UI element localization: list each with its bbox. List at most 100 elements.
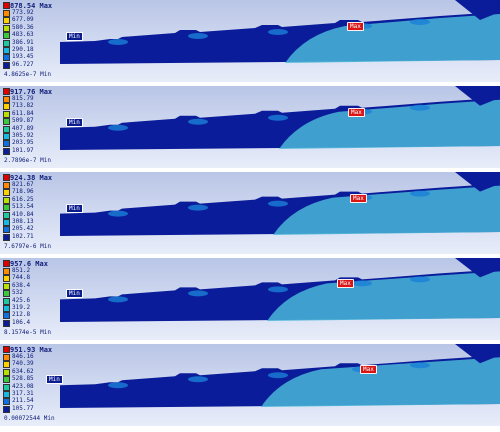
contour-highlight <box>352 280 372 287</box>
legend-swatch <box>3 147 10 155</box>
legend-swatch <box>3 290 10 298</box>
max-probe-tag: Max <box>348 107 365 117</box>
legend-level-label: 317.31 <box>12 390 34 397</box>
legend-level-label: 509.87 <box>12 117 34 125</box>
color-legend: 917.76 Max 815.79 713.82 611.84 509.87 407.89… <box>2 88 82 166</box>
legend-swatch <box>3 211 10 219</box>
legend-swatch <box>3 47 10 54</box>
legend-level-label: 290.18 <box>12 46 34 53</box>
legend-swatch <box>3 204 10 212</box>
legend-level-label: 846.16 <box>12 353 34 360</box>
panel-separator <box>0 340 500 344</box>
contour-panel: 924.38 Max 821.67 718.96 616.25 513.54 410.84… <box>0 172 500 254</box>
legend-swatch <box>3 39 10 47</box>
legend-swatch <box>3 260 10 267</box>
max-probe-tag: Max <box>350 193 367 203</box>
boundary-corner <box>455 258 500 278</box>
max-probe-tag: Max <box>360 365 377 375</box>
legend-level-label: 744.8 <box>12 274 31 282</box>
contour-panel: 951.93 Max 846.16 740.39 634.62 528.85 423.08… <box>0 344 500 426</box>
legend-swatch <box>3 346 10 353</box>
legend-swatch <box>3 174 10 181</box>
contour-highlight <box>188 204 208 211</box>
legend-swatch <box>3 354 10 361</box>
contour-highlight <box>410 19 430 25</box>
legend-swatch <box>3 268 10 275</box>
stress-region-mid <box>267 271 500 321</box>
legend-swatch <box>3 32 10 40</box>
legend-level-label: 102.71 <box>12 232 34 240</box>
legend-level-label: 205.42 <box>12 225 34 233</box>
min-probe-tag: Min <box>66 289 83 299</box>
stress-region-mid <box>273 185 500 235</box>
legend-swatch <box>3 368 10 376</box>
legend-max-label: 878.54 Max <box>10 2 53 10</box>
legend-level-label: 634.62 <box>12 367 34 375</box>
contour-panel: 957.6 Max 851.2 744.8 638.4 532 425.6 319.2 212… <box>0 258 500 340</box>
legend-swatch <box>3 118 10 126</box>
contour-highlight <box>108 124 128 131</box>
legend-level-label: 638.4 <box>12 281 31 289</box>
contour-panel: 878.54 Max 773.92 677.09 580.36 483.63 386.91… <box>0 0 500 82</box>
legend-swatch <box>3 110 10 118</box>
legend-level-label: 425.6 <box>12 296 31 304</box>
stress-region-mid <box>279 99 500 149</box>
rail-geometry <box>60 172 500 236</box>
max-probe-tag: Max <box>337 279 354 289</box>
legend-swatch <box>3 312 10 320</box>
contour-highlight <box>268 372 288 379</box>
contour-highlight <box>268 114 288 121</box>
contour-highlight <box>410 276 430 283</box>
legend-swatch <box>3 275 10 283</box>
panel-separator <box>0 254 500 258</box>
legend-level-label: 740.39 <box>12 360 34 368</box>
panel-separator <box>0 82 500 86</box>
legend-swatch <box>3 196 10 204</box>
min-probe-tag: Min <box>66 117 83 127</box>
stress-region-mid <box>285 14 500 63</box>
contour-highlight <box>108 39 128 45</box>
legend-swatch <box>3 133 10 140</box>
legend-level-label: 532 <box>12 289 23 297</box>
min-probe-tag: Min <box>46 375 63 385</box>
rail-geometry <box>60 344 500 408</box>
legend-max-label: 951.93 Max <box>10 346 53 354</box>
legend-min-label: 4.8625e-7 Min <box>4 71 51 78</box>
contour-highlight <box>410 362 430 369</box>
legend-swatch <box>3 319 10 327</box>
contour-highlight <box>108 382 128 389</box>
legend-level-label: 203.95 <box>12 139 34 147</box>
legend-level-label: 851.2 <box>12 267 31 274</box>
legend-swatch <box>3 96 10 103</box>
panel-separator <box>0 168 500 172</box>
contour-highlight <box>410 104 430 111</box>
legend-level-label: 513.54 <box>12 203 34 211</box>
legend-level-label: 410.84 <box>12 210 34 218</box>
color-legend: 957.6 Max 851.2 744.8 638.4 532 425.6 319.2 212… <box>2 260 82 338</box>
legend-level-label: 483.63 <box>12 31 34 39</box>
contour-highlight <box>188 33 208 39</box>
legend-swatch <box>3 398 10 406</box>
contour-highlight <box>268 200 288 207</box>
legend-min-label: 2.7896e-7 Min <box>4 157 51 164</box>
legend-level-label: 101.97 <box>12 146 34 154</box>
legend-swatch <box>3 391 10 398</box>
legend-swatch <box>3 405 10 413</box>
legend-swatch <box>3 182 10 189</box>
legend-level-label: 193.45 <box>12 53 34 61</box>
legend-swatch <box>3 376 10 384</box>
color-legend: 878.54 Max 773.92 677.09 580.36 483.63 386.91… <box>2 2 82 80</box>
legend-level-label: 105.77 <box>12 404 34 412</box>
legend-level-label: 821.67 <box>12 181 34 188</box>
contour-highlight <box>268 286 288 293</box>
boundary-corner <box>455 344 500 364</box>
legend-swatch <box>3 103 10 111</box>
legend-swatch <box>3 10 10 17</box>
legend-level-label: 528.85 <box>12 375 34 383</box>
max-probe-tag: Max <box>347 22 364 31</box>
legend-level-label: 773.92 <box>12 9 34 16</box>
legend-max-label: 957.6 Max <box>10 260 48 268</box>
legend-min-label: 7.6797e-6 Min <box>4 243 51 250</box>
legend-swatch <box>3 233 10 241</box>
